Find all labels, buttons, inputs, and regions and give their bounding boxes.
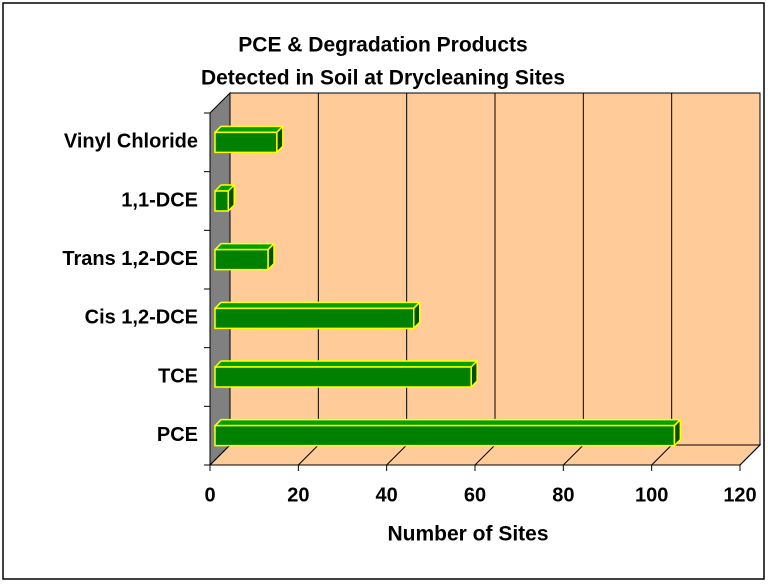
bar: [214, 184, 235, 212]
bar-face: [214, 366, 472, 388]
y-tick-label: Vinyl Chloride: [64, 131, 198, 153]
bar: [214, 242, 275, 271]
bar-face: [214, 125, 284, 134]
y-tick-label: Cis 1,2-DCE: [85, 307, 198, 329]
x-tick-label: 20: [287, 484, 309, 506]
chart-title: PCE & Degradation Products: [238, 34, 527, 57]
y-tick-label: Trans 1,2-DCE: [62, 248, 198, 270]
y-tick-label: 1,1-DCE: [121, 189, 198, 211]
grid-line: [562, 444, 584, 466]
y-tick-label: TCE: [158, 365, 198, 387]
bar-face: [214, 360, 478, 368]
grid-line: [386, 444, 408, 466]
bar-face: [214, 190, 229, 212]
bar-face: [214, 418, 682, 427]
chart-title: Detected in Soil at Drycleaning Sites: [201, 67, 565, 90]
bar-face: [214, 242, 275, 251]
bar: [214, 301, 421, 330]
bar-face: [214, 248, 269, 271]
y-tick-label: PCE: [157, 424, 198, 446]
x-tick-label: 40: [376, 484, 398, 506]
grid-line: [739, 444, 761, 466]
x-tick-label: 100: [635, 484, 668, 506]
bar-face: [214, 301, 421, 310]
grid-line: [651, 444, 673, 466]
grid-line: [474, 444, 496, 466]
x-tick-label: 60: [464, 484, 486, 506]
x-tick-label: 0: [204, 484, 215, 506]
bar-face: [214, 307, 415, 330]
bar: [214, 418, 682, 447]
x-tick-label: 80: [552, 484, 574, 506]
x-axis-label: Number of Sites: [387, 523, 548, 546]
bar: [214, 360, 478, 388]
bar: [214, 125, 284, 154]
bar-face: [214, 131, 278, 154]
grid-line: [209, 444, 231, 466]
grid-line: [297, 444, 319, 466]
x-tick-label: 120: [723, 484, 756, 506]
bar-face: [214, 424, 676, 447]
